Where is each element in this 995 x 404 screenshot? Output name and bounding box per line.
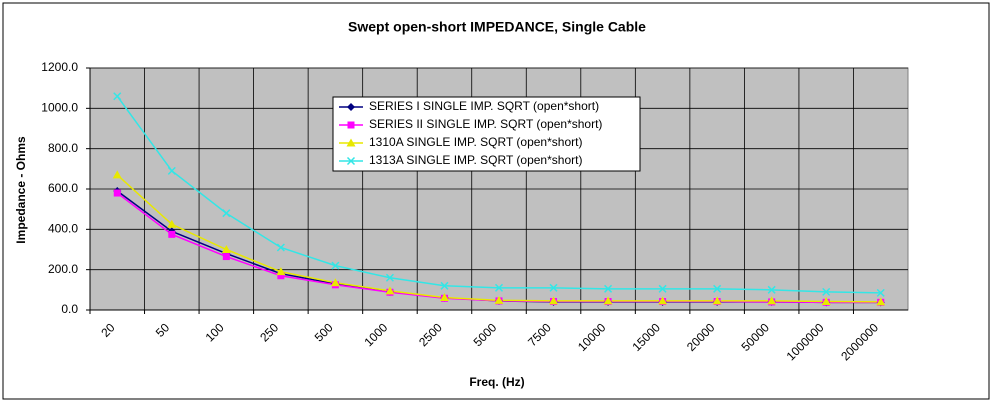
marker — [276, 267, 286, 276]
marker — [712, 296, 722, 305]
marker — [821, 297, 831, 306]
y-tick-label: 400.0 — [48, 222, 78, 236]
legend-marker — [346, 138, 356, 147]
marker — [168, 230, 176, 238]
chart-title: Swept open-short IMPEDANCE, Single Cable — [348, 19, 646, 35]
legend-label: SERIES II SINGLE IMP. SQRT (open*short) — [369, 117, 602, 131]
legend-box — [332, 96, 641, 172]
marker — [604, 284, 613, 293]
marker — [549, 296, 559, 305]
marker — [822, 287, 831, 296]
y-tick-label: 1200.0 — [41, 60, 78, 74]
marker — [385, 286, 395, 295]
marker — [222, 209, 231, 218]
marker — [658, 296, 668, 305]
marker — [603, 296, 613, 305]
marker — [767, 285, 776, 294]
marker — [112, 170, 122, 179]
y-tick-label: 0.0 — [61, 302, 78, 316]
y-axis-title: Impedance - Ohms — [14, 136, 28, 244]
marker — [713, 284, 722, 293]
y-tick-label: 1000.0 — [41, 101, 78, 115]
marker — [494, 283, 504, 292]
marker — [439, 292, 449, 301]
marker — [276, 243, 285, 252]
marker — [440, 281, 449, 290]
marker — [331, 261, 340, 270]
legend-label: 1310A SINGLE IMP. SQRT (open*short) — [369, 135, 582, 149]
y-tick-label: 800.0 — [48, 141, 78, 155]
y-tick-label: 200.0 — [48, 262, 78, 276]
legend-marker — [347, 103, 355, 111]
marker — [549, 283, 558, 292]
marker — [167, 219, 177, 228]
marker — [330, 278, 340, 287]
legend-label: SERIES I SINGLE IMP. SQRT (open*short) — [369, 99, 599, 113]
marker — [222, 253, 230, 261]
marker — [167, 166, 176, 175]
marker — [876, 288, 885, 297]
legend-marker — [347, 121, 355, 129]
marker — [767, 296, 777, 305]
x-axis-title: Freq. (Hz) — [469, 375, 524, 389]
marker — [113, 92, 122, 101]
y-tick-label: 600.0 — [48, 181, 78, 195]
marker — [113, 189, 121, 197]
marker — [494, 295, 504, 304]
marker — [876, 297, 886, 306]
legend-label: 1313A SINGLE IMP. SQRT (open*short) — [369, 153, 582, 167]
legend-marker — [346, 156, 356, 166]
marker — [658, 284, 667, 293]
marker — [385, 273, 394, 282]
marker — [221, 245, 231, 253]
marker — [277, 272, 285, 280]
